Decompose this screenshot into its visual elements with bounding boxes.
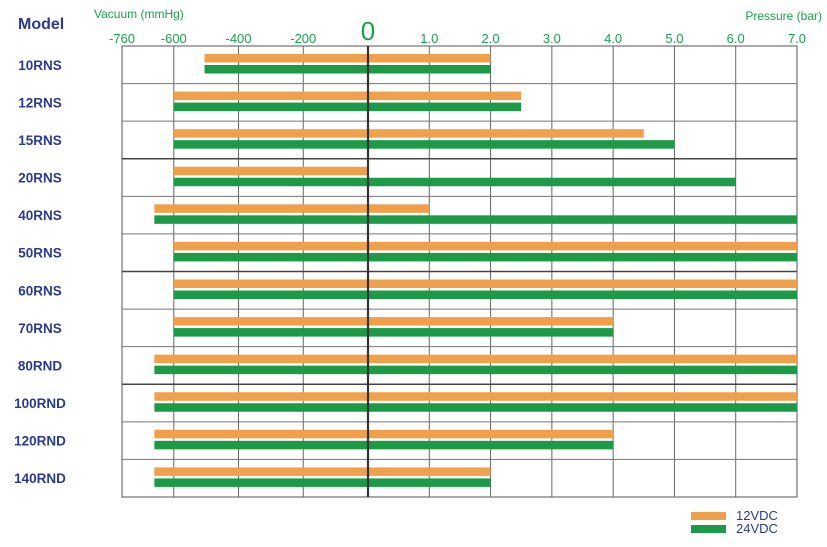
- model-label: 10RNS: [18, 58, 62, 73]
- tick-labels: -760 -600 -400 -200 1.0 2.0 3.0 4.0 5.0 6.0 7.0: [109, 31, 806, 46]
- tick-label-pressure: 1.0: [420, 31, 438, 46]
- vacuum-axis-title: Vacuum (mmHg): [94, 7, 184, 21]
- tick-label-pressure: 3.0: [543, 31, 561, 46]
- bar-12vdc-10rns: [204, 54, 491, 63]
- bar-12vdc-120rnd: [154, 429, 614, 439]
- model-label: 40RNS: [18, 208, 62, 223]
- bar-24vdc-20rns: [173, 177, 736, 187]
- bar-12vdc-40rns: [154, 204, 430, 213]
- model-label: 20RNS: [18, 171, 62, 186]
- model-column-header: Model: [18, 16, 64, 33]
- bar-24vdc-80rnd: [154, 365, 798, 375]
- tick-label-pressure: 2.0: [482, 31, 500, 46]
- model-label: 70RNS: [18, 321, 62, 336]
- grid: [121, 45, 798, 498]
- legend-label-24vdc: 24VDC: [736, 521, 778, 536]
- model-label: 12RNS: [18, 95, 62, 110]
- model-label: 15RNS: [18, 133, 62, 148]
- bar-12vdc-140rnd: [154, 467, 491, 476]
- bar-24vdc-15rns: [173, 140, 675, 149]
- model-label: 100RND: [14, 396, 66, 411]
- bar-24vdc-70rns: [173, 328, 614, 337]
- bar-12vdc-50rns: [173, 241, 797, 251]
- bar-24vdc-10rns: [204, 65, 491, 74]
- tick-label-vacuum: -400: [226, 31, 252, 46]
- bar-12vdc-60rns: [173, 279, 797, 288]
- bar-24vdc-50rns: [173, 252, 797, 262]
- tick-label-vacuum: -760: [109, 31, 135, 46]
- bar-12vdc-15rns: [173, 129, 644, 138]
- tick-label-pressure: 5.0: [665, 31, 683, 46]
- tick-label-pressure: 4.0: [604, 31, 622, 46]
- bar-24vdc-60rns: [173, 290, 797, 299]
- bars: [154, 46, 798, 497]
- pressure-axis-title: Pressure (bar): [745, 9, 822, 23]
- model-label: 50RNS: [18, 246, 62, 261]
- tick-label-vacuum: -200: [290, 31, 316, 46]
- tick-label-vacuum: -600: [161, 31, 187, 46]
- zero-axis-label: 0: [361, 16, 375, 46]
- bar-24vdc-100rnd: [154, 403, 798, 412]
- tick-label-pressure: 7.0: [788, 31, 806, 46]
- model-label: 120RND: [14, 434, 66, 449]
- model-label: 140RND: [14, 471, 66, 486]
- tick-label-pressure: 6.0: [727, 31, 745, 46]
- legend-swatch-24vdc: [691, 525, 726, 533]
- bar-12vdc-20rns: [173, 166, 368, 176]
- model-label: 80RND: [18, 358, 63, 373]
- legend-swatch-12vdc: [691, 512, 726, 520]
- bar-12vdc-100rnd: [154, 392, 798, 401]
- bar-24vdc-120rnd: [154, 440, 614, 450]
- legend-label-12vdc: 12VDC: [736, 508, 778, 523]
- bar-12vdc-12rns: [173, 91, 522, 101]
- bar-12vdc-80rnd: [154, 354, 798, 364]
- bar-24vdc-40rns: [154, 215, 798, 224]
- model-labels: 10RNS 12RNS 15RNS 20RNS 40RNS 50RNS 60RNS 70RNS…: [14, 58, 66, 486]
- model-label: 60RNS: [18, 283, 62, 298]
- bar-12vdc-70rns: [173, 317, 614, 326]
- bar-24vdc-12rns: [173, 102, 522, 112]
- bar-24vdc-140rnd: [154, 478, 491, 487]
